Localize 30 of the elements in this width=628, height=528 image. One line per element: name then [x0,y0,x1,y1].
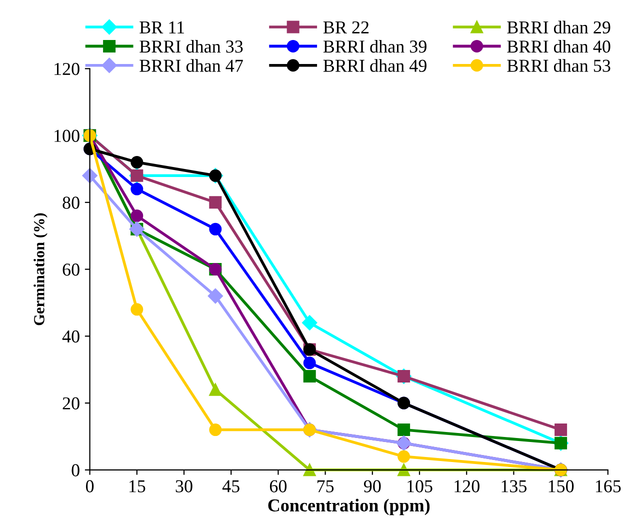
x-tick-label: 165 [596,480,621,492]
legend-label: BRRI dhan 47 [140,59,243,72]
x-tick-label: 75 [317,480,334,492]
x-tick-label: 105 [408,480,432,492]
x-tick-label: 15 [129,480,146,492]
legend-label: BR 11 [140,21,184,34]
x-tick-label: 120 [454,480,480,492]
x-axis-title: Concentration (ppm) [268,498,430,516]
legend-label: BR 22 [323,21,369,34]
x-tick-label: 60 [270,480,287,492]
legend-label: BRRI dhan 29 [507,20,610,34]
y-axis-title: Germination (%) [34,213,48,326]
x-tick-label: 45 [222,480,240,492]
legend-label: BRRI dhan 49 [323,59,426,72]
y-tick-label: 80 [62,196,80,209]
legend-label: BRRI dhan 53 [507,59,610,72]
y-tick-label: 20 [62,397,80,410]
legend-label: BRRI dhan 39 [323,40,426,53]
x-tick-label: 0 [86,480,94,492]
y-tick-label: 100 [54,130,80,142]
x-tick-label: 135 [502,480,527,492]
y-tick-label: 0 [72,464,80,476]
y-tick-label: 120 [54,62,80,76]
legend-label: BRRI dhan 33 [140,40,243,53]
x-tick-label: 150 [548,480,574,492]
x-tick-label: 90 [364,480,381,492]
x-tick-label: 30 [176,480,192,492]
y-tick-label: 40 [62,330,80,343]
legend-label: BRRI dhan 40 [507,40,610,53]
y-tick-label: 60 [62,264,80,276]
